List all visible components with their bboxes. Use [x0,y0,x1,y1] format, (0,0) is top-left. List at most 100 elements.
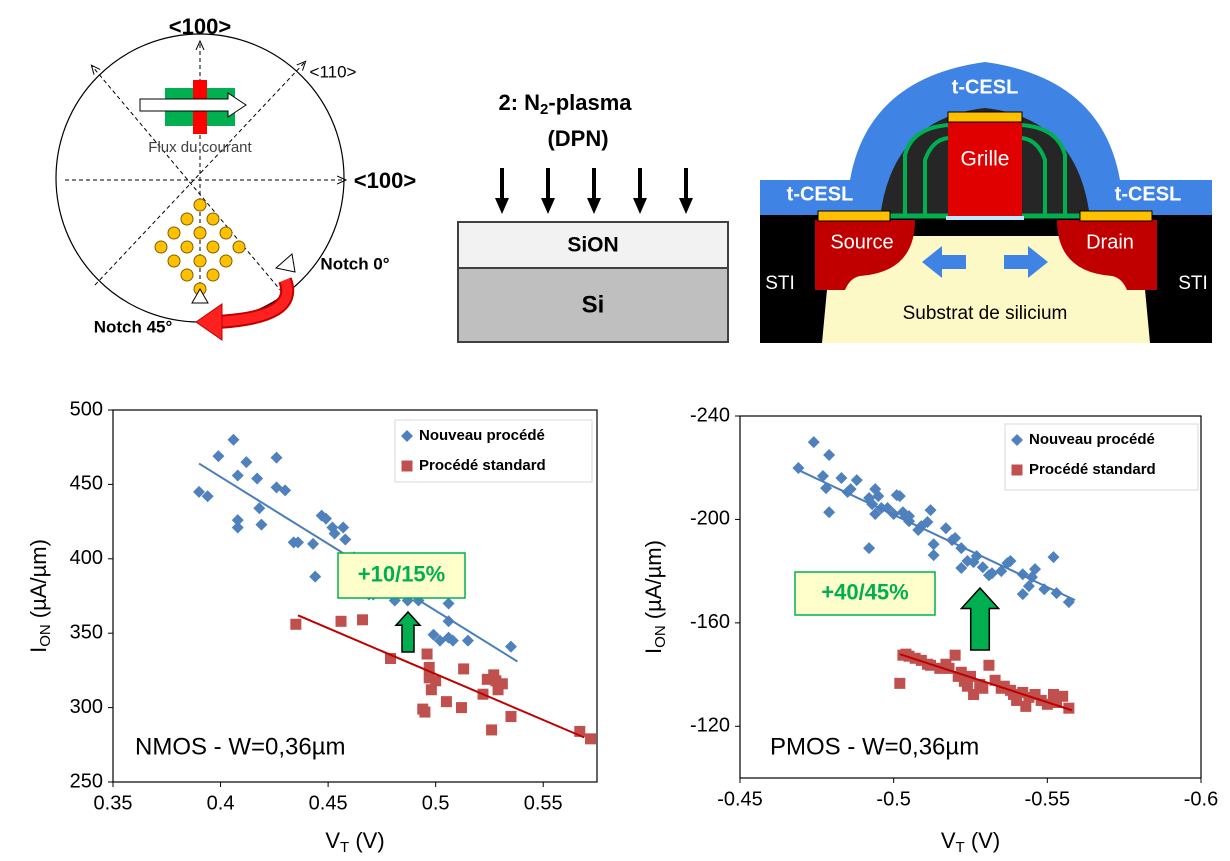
trend-line [297,614,585,739]
point [496,678,508,690]
atom [206,240,220,254]
point [869,507,882,520]
title-part: (µA/µm) [26,539,51,624]
device-label: NMOS - W=0,36µm [135,733,346,760]
legend-label: Procédé standard [1029,461,1156,478]
trend-line [899,653,1073,712]
gate-oxide [946,216,1024,220]
plasma-arrow-head [541,198,555,214]
point [291,536,304,549]
point [1057,690,1069,702]
notch-label: Notch 0° [320,254,389,273]
point [955,562,968,575]
point [504,640,517,653]
point [921,516,934,529]
point [231,521,244,534]
wafer-diagram: <100> <110> <100> Flux du courant Notch … [55,14,416,341]
point [850,474,863,487]
drain [1057,220,1157,290]
point [823,449,836,462]
point [968,688,980,700]
title-part: 2: N [498,90,540,115]
point [227,433,240,446]
atom [219,226,233,240]
legend-box [394,419,593,483]
x-tick-label: 0.55 [524,792,563,814]
point [488,669,500,681]
point [585,733,597,745]
atom [180,268,194,282]
title-part: (µA/µm) [641,540,666,625]
point [490,675,502,687]
point [943,662,955,674]
point [949,532,962,545]
lattice [154,198,246,296]
layer-label: Si [582,291,605,318]
point [492,684,504,696]
legend-marker [1011,464,1023,476]
point [1011,694,1023,706]
legend-label: Nouveau procédé [419,427,545,444]
point [1063,702,1075,714]
atom [193,226,207,240]
x-tick-label: 0.4 [207,792,235,814]
atom [167,254,181,268]
gain-arrow [959,586,1001,651]
plasma-arrow-head [587,198,601,214]
legend-marker [401,460,413,472]
y-tick-label: 250 [70,770,103,792]
cesl-label: t-CESL [952,76,1019,98]
title-part: (V) [965,828,1000,853]
annotation: +40/45% [821,579,908,604]
y-tick-label: -120 [690,715,730,737]
x-axis-title: VT (V) [325,828,384,856]
point [1016,568,1029,581]
atom [154,240,168,254]
point [816,469,829,482]
rotation-arrow-head [195,303,223,341]
title-part: V [325,828,340,853]
y-axis-title: ION (µA/µm) [26,539,54,653]
point [927,549,940,562]
atom [193,198,207,212]
point [253,502,266,515]
axis-label: <100> [354,168,416,193]
point [240,456,253,469]
y-axis-title: ION (µA/µm) [641,540,669,654]
point [201,490,214,503]
point [231,514,244,527]
point [505,711,517,723]
point [335,615,347,627]
axis-label: <110> [310,62,357,81]
plasma-diagram: 2: N2-plasma (DPN) SiON Si [457,90,729,343]
atom [232,240,246,254]
chart: -240 -200 -160 -120 -0.45 -0.5 -0.55 -0.6 VT (V)… [641,404,1218,856]
point [1022,580,1035,593]
point [212,450,225,463]
point [270,451,283,464]
plasma-title: (DPN) [547,126,608,151]
title-part: V [941,828,956,853]
substrate-label: Substrat de silicium [903,303,1068,324]
point [881,502,894,515]
drain-label: Drain [1086,231,1134,253]
x-tick-label: -0.55 [1025,788,1071,810]
axis-line [94,62,305,286]
point [574,725,586,737]
notch [191,287,209,304]
point [1047,688,1059,700]
annotation-box [337,552,466,599]
y-tick-label: 400 [70,547,103,569]
point [894,677,906,689]
y-tick-label: 350 [70,621,103,643]
gate [948,120,1022,216]
x-axis-title: VT (V) [941,828,1000,856]
strain-arrow [922,246,966,278]
atom [206,212,220,226]
point [486,724,498,736]
point [440,696,452,708]
point [357,614,369,626]
atom [180,212,194,226]
point [924,504,937,517]
